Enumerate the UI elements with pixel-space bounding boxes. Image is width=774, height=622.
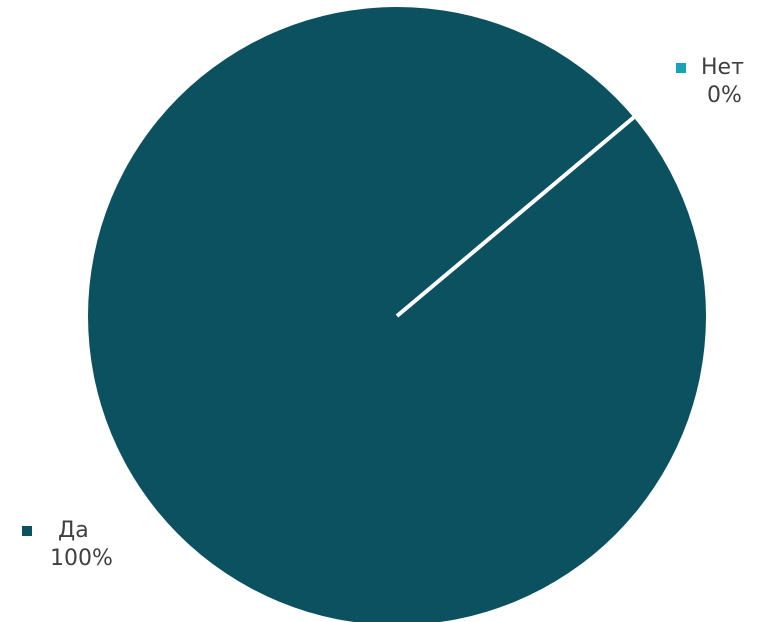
pie-slice-separator xyxy=(395,115,635,318)
data-label-da: Да 100% xyxy=(22,517,113,573)
data-label-marker-da xyxy=(22,526,32,536)
data-label-percent-net: 0% xyxy=(707,83,742,108)
data-label-category-net: Нет xyxy=(701,55,744,80)
data-label-percent-da: 100% xyxy=(50,546,113,571)
pie-slices xyxy=(88,7,706,622)
data-label-category-da: Да xyxy=(58,518,89,543)
data-label-marker-net xyxy=(676,63,686,73)
data-label-net: Нет 0% xyxy=(676,54,744,110)
